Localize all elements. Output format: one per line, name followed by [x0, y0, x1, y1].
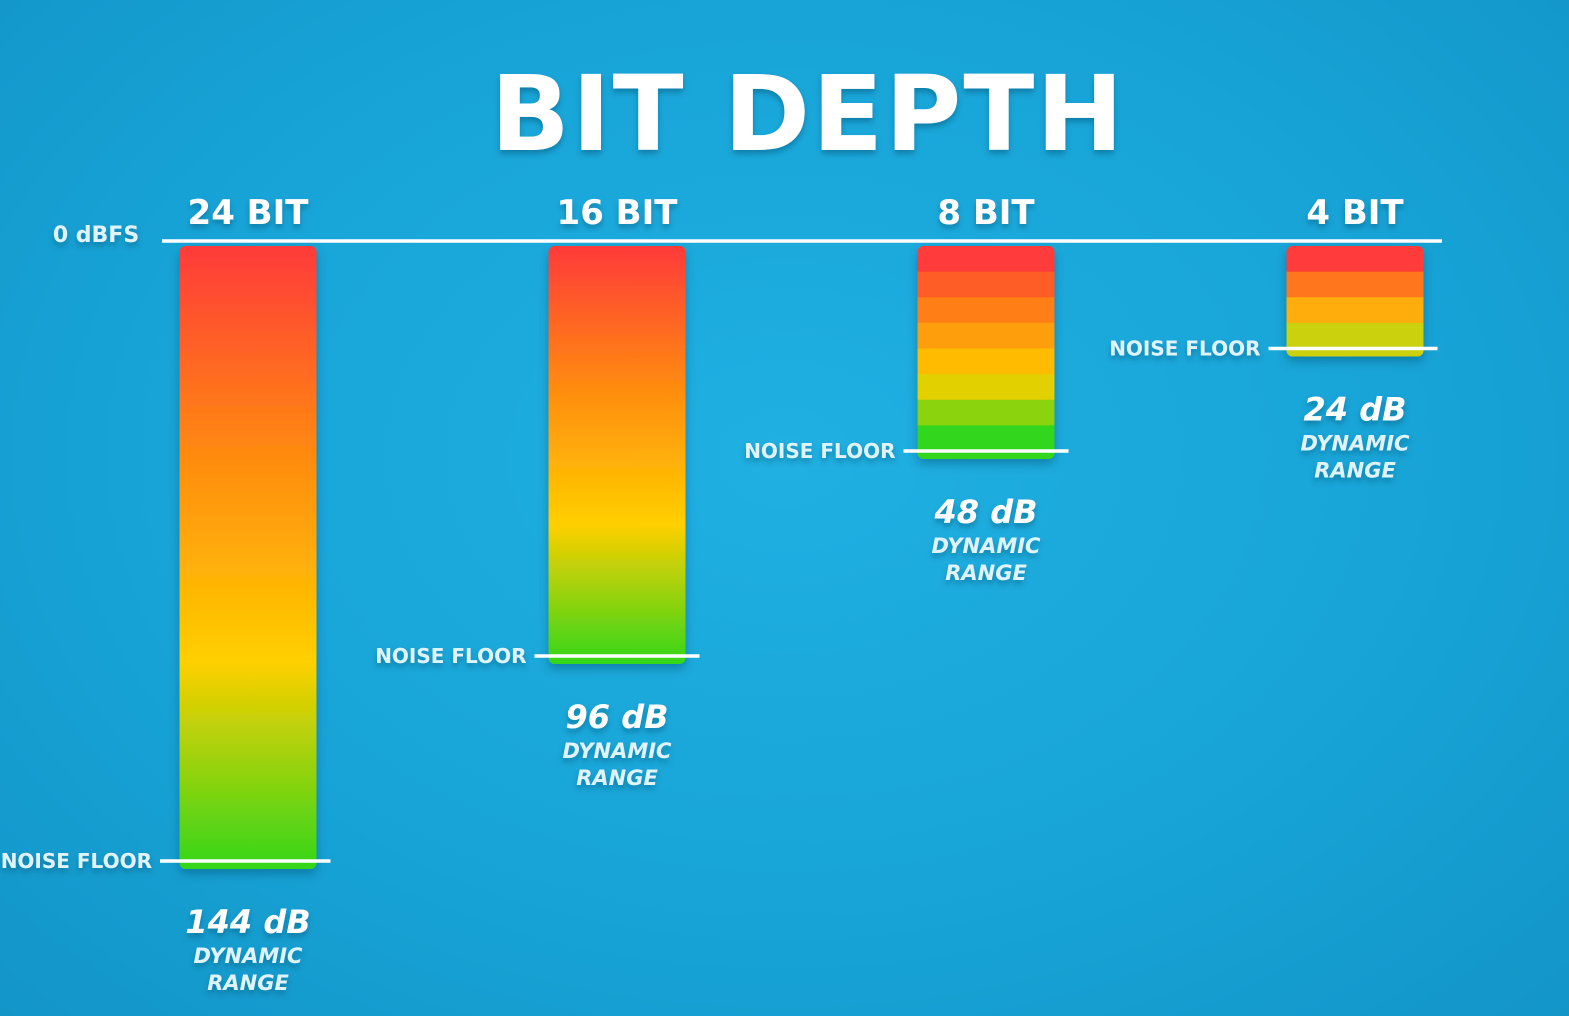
bar — [548, 246, 686, 664]
value-caption: DYNAMIC — [932, 534, 1042, 558]
value-caption: RANGE — [945, 561, 1027, 585]
bar-step — [917, 271, 1055, 299]
bar-step — [1286, 271, 1424, 299]
category-label: 24 BIT — [188, 193, 310, 233]
bar-step — [1286, 246, 1424, 273]
value-label: 24 dB — [1304, 391, 1407, 429]
value-caption: DYNAMIC — [194, 944, 304, 968]
bar — [179, 246, 317, 869]
bar-step — [917, 348, 1055, 376]
value-label: 96 dB — [566, 698, 669, 736]
bar — [917, 246, 1055, 459]
noise-floor-label: NOISE FLOOR — [375, 644, 526, 668]
bar-fill — [548, 246, 686, 664]
chart-title: BIT DEPTH — [491, 53, 1126, 175]
bar-step — [1286, 297, 1424, 324]
value-label: 48 dB — [934, 493, 1038, 531]
bars-layer: 24 BIT NOISE FLOOR 144 dB DYNAMIC RANGE 16 BI… — [1, 193, 1438, 995]
reference-label: 0 dBFS — [53, 223, 139, 248]
bar-step — [1286, 322, 1424, 357]
value-caption: RANGE — [1314, 459, 1396, 483]
category-label: 8 BIT — [937, 193, 1035, 233]
value-caption: RANGE — [207, 971, 289, 995]
bar-step — [917, 246, 1055, 273]
bar-step — [917, 374, 1055, 401]
value-caption: DYNAMIC — [1301, 432, 1411, 456]
value-caption: DYNAMIC — [563, 739, 673, 763]
value-label: 144 dB — [185, 903, 310, 941]
bar-steps — [1286, 246, 1424, 357]
bar-steps — [917, 246, 1055, 459]
noise-floor-label: NOISE FLOOR — [744, 439, 895, 463]
bar-step — [917, 297, 1055, 324]
category-label: 4 BIT — [1306, 193, 1404, 233]
value-caption: RANGE — [576, 766, 658, 790]
bar-step — [917, 399, 1055, 427]
bar-step — [917, 425, 1055, 459]
bar-step — [917, 322, 1055, 350]
category-label: 16 BIT — [557, 193, 679, 233]
noise-floor-label: NOISE FLOOR — [1109, 337, 1260, 361]
noise-floor-label: NOISE FLOOR — [1, 849, 152, 873]
bar-fill — [179, 246, 317, 869]
bar — [1286, 246, 1424, 357]
